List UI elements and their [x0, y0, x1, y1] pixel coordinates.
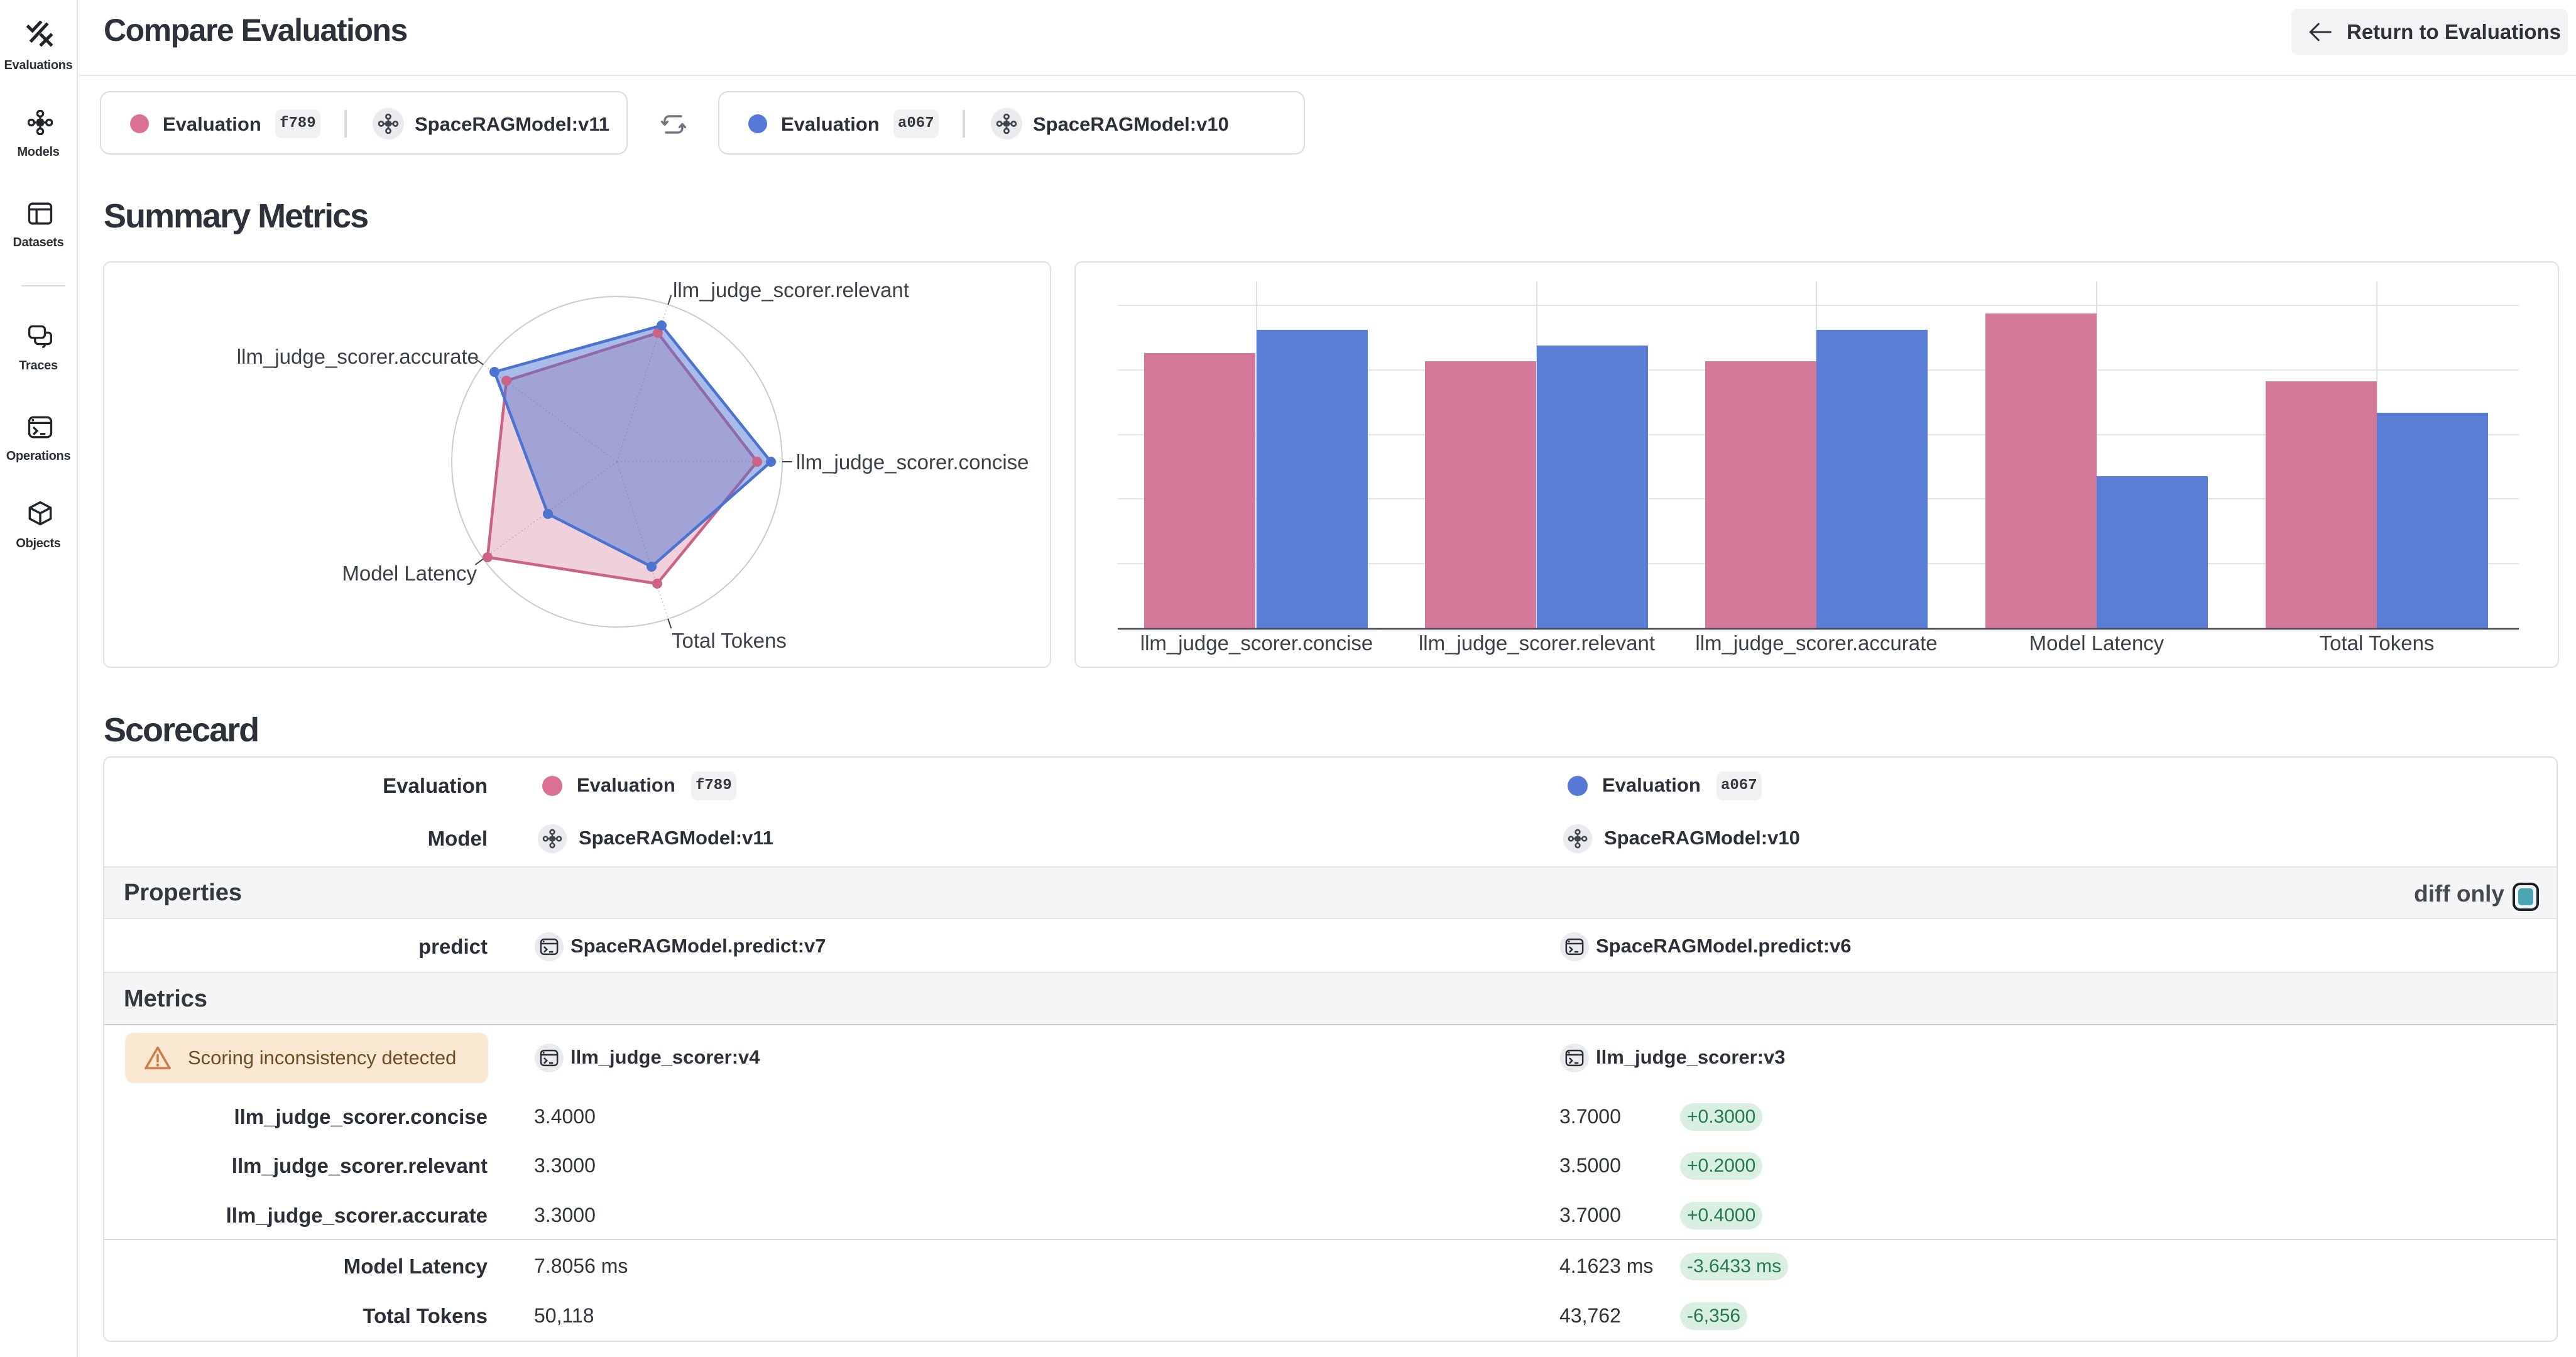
svg-text:llm_judge_scorer.accurate: llm_judge_scorer.accurate: [237, 345, 479, 368]
svg-text:llm_judge_scorer.relevant: llm_judge_scorer.relevant: [673, 278, 909, 302]
svg-text:Model Latency: Model Latency: [2029, 631, 2164, 655]
svg-text:llm_judge_scorer.accurate: llm_judge_scorer.accurate: [1695, 631, 1937, 655]
svg-text:llm_judge_scorer.relevant: llm_judge_scorer.relevant: [1419, 631, 1655, 655]
svg-text:llm_judge_scorer.concise: llm_judge_scorer.concise: [796, 450, 1029, 474]
svg-text:Total Tokens: Total Tokens: [2320, 631, 2435, 655]
svg-text:llm_judge_scorer.concise: llm_judge_scorer.concise: [1140, 631, 1373, 655]
svg-text:Model Latency: Model Latency: [342, 562, 477, 585]
svg-text:Total Tokens: Total Tokens: [672, 629, 787, 652]
